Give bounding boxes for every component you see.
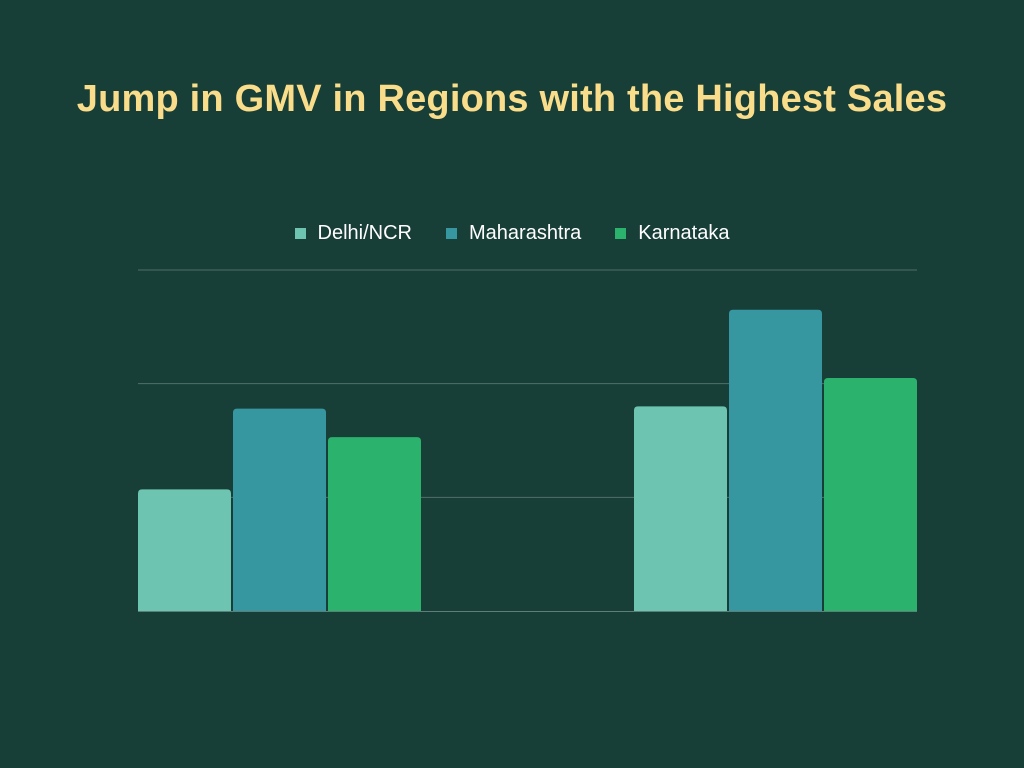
legend-label-karnataka: Karnataka	[638, 222, 730, 244]
bar-delhi-ncr-group-2	[634, 406, 727, 611]
bar-maharashtra-group-2	[729, 309, 822, 611]
legend-swatch-delhi-ncr	[294, 228, 306, 239]
legend-swatch-karnataka	[615, 228, 627, 239]
legend-label-delhi-ncr: Delhi/NCR	[317, 222, 412, 244]
bar-karnataka-group-1	[328, 437, 421, 611]
bar-maharashtra-group-1	[233, 408, 326, 611]
legend-item-delhi-ncr: Delhi/NCR	[294, 222, 412, 245]
legend-label-maharashtra: Maharashtra	[469, 222, 582, 244]
bar-delhi-ncr-group-1	[138, 489, 231, 611]
legend-item-maharashtra: Maharashtra	[446, 222, 581, 245]
chart-title: Jump in GMV in Regions with the Highest …	[76, 78, 948, 120]
legend-swatch-maharashtra	[446, 228, 457, 239]
bar-karnataka-group-2	[824, 377, 917, 611]
chart-legend: Delhi/NCR Maharashtra Karnataka	[0, 222, 1024, 245]
legend-item-karnataka: Karnataka	[615, 222, 729, 245]
